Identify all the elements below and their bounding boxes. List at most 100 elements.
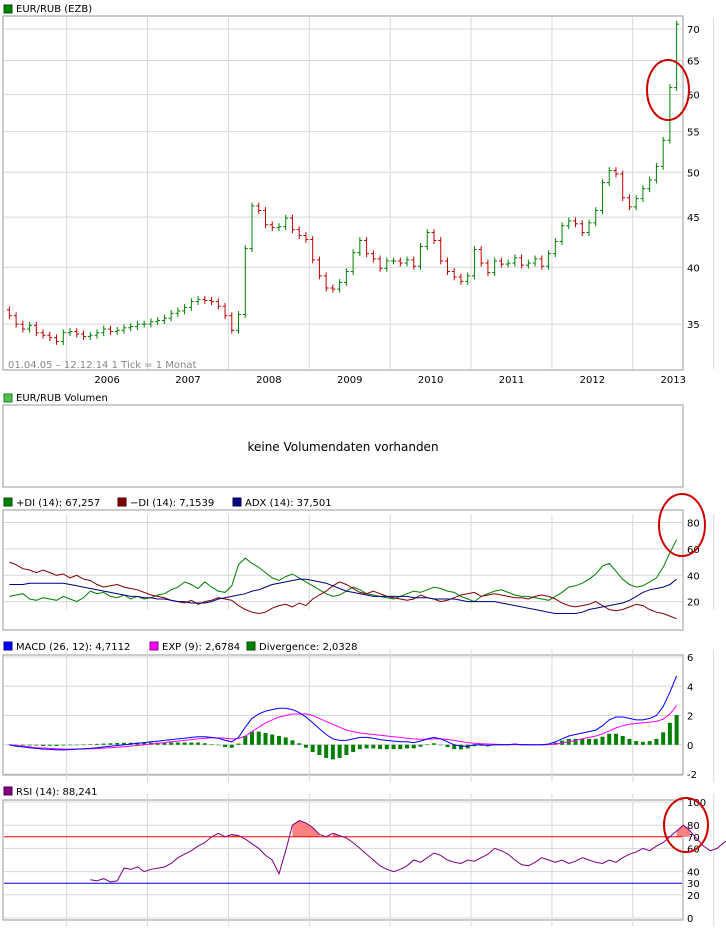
volume-no-data-message: keine Volumendaten vorhanden — [247, 440, 438, 454]
price-x-axis: 200620072008200920102011201220132014 — [94, 375, 686, 386]
divergence-bar — [216, 744, 221, 746]
price-bar — [114, 326, 120, 335]
price-bar — [674, 20, 680, 92]
price-bar — [337, 279, 343, 293]
divergence-bar — [458, 744, 463, 750]
divergence-bar — [391, 744, 396, 750]
divergence-legend-swatch — [246, 641, 256, 651]
divergence-bar — [640, 741, 645, 745]
macd-line — [9, 675, 678, 751]
divergence-bar — [654, 738, 659, 745]
price-bar — [593, 207, 599, 227]
price-y-tick-label: 55 — [687, 128, 700, 139]
divergence-bar — [88, 744, 93, 745]
price-bar — [128, 323, 134, 332]
price-bar — [236, 311, 242, 334]
price-bar — [168, 309, 174, 322]
divergence-legend: Divergence: 2,0328 — [259, 642, 358, 653]
price-bar — [505, 259, 511, 268]
macd-panel: MACD (26, 12): 4,7112 EXP (9): 2,6784 Di… — [2, 641, 715, 782]
divergence-bar — [68, 744, 73, 746]
price-bar — [242, 245, 248, 318]
dmi-y-tick-label: 60 — [687, 545, 700, 556]
price-y-tick-label: 60 — [687, 91, 700, 102]
divergence-bar — [229, 744, 234, 748]
divergence-bar — [303, 744, 308, 748]
price-x-tick-label: 2007 — [175, 375, 200, 386]
price-bar — [323, 272, 329, 292]
divergence-bar — [337, 744, 342, 758]
price-bar — [559, 222, 565, 245]
divergence-bar — [593, 738, 598, 745]
price-bar — [87, 331, 93, 340]
price-bar — [512, 254, 518, 267]
price-bar — [640, 185, 646, 203]
price-bar — [20, 320, 26, 333]
divergence-bar — [330, 744, 335, 760]
volume-panel: EUR/RUB Volumen keine Volumendaten vorha… — [2, 393, 684, 488]
price-bar — [249, 202, 255, 252]
divergence-bar — [236, 743, 241, 745]
divergence-bar — [47, 744, 52, 746]
rsi-legend-swatch — [3, 786, 13, 796]
divergence-bar — [81, 744, 86, 746]
price-bar — [364, 237, 370, 258]
divergence-bar — [620, 735, 625, 745]
rsi-y-tick-label: 80 — [687, 821, 700, 832]
price-bar — [276, 223, 282, 232]
divergence-bar — [667, 722, 672, 745]
price-bar — [289, 214, 295, 234]
plus-di-legend: +DI (14): 67,257 — [16, 498, 100, 509]
divergence-bar — [418, 744, 423, 747]
divergence-bar — [175, 742, 180, 745]
price-bar — [653, 162, 659, 184]
price-bar — [81, 330, 87, 340]
macd-y-tick-label: 6 — [687, 653, 693, 664]
price-bar — [647, 176, 653, 193]
divergence-bar — [34, 744, 39, 746]
divergence-bar — [27, 744, 32, 746]
rsi-y-tick-label: 100 — [687, 798, 706, 809]
annotation-circle-rsi — [663, 797, 709, 853]
macd-legend: MACD (26, 12): 4,7112 — [16, 642, 130, 653]
divergence-bar — [142, 742, 147, 745]
price-x-tick-label: 2009 — [337, 375, 362, 386]
divergence-bar — [101, 743, 106, 745]
divergence-bar — [20, 744, 25, 746]
plus-di-line — [9, 539, 678, 603]
price-bar — [660, 136, 666, 170]
volume-legend-swatch — [3, 393, 13, 403]
price-bar — [384, 257, 390, 272]
macd-y-tick-label: 2 — [687, 712, 693, 723]
price-bar — [525, 259, 531, 269]
divergence-bar — [634, 741, 639, 745]
price-bar — [357, 237, 363, 257]
divergence-bar — [317, 744, 322, 755]
dmi-y-tick-label: 40 — [687, 571, 700, 582]
price-bar — [377, 255, 383, 272]
volume-title: EUR/RUB Volumen — [16, 393, 108, 404]
macd-grid — [4, 649, 715, 782]
divergence-bar — [344, 744, 349, 755]
price-bar — [438, 237, 444, 265]
divergence-bar — [94, 743, 99, 745]
divergence-bar — [115, 742, 120, 745]
divergence-bar — [587, 738, 592, 745]
minus-di-line — [9, 561, 677, 620]
divergence-bar — [425, 744, 430, 745]
divergence-bar — [250, 731, 255, 745]
price-x-tick-label: 2010 — [418, 375, 443, 386]
price-bar — [599, 179, 605, 214]
price-bar — [397, 257, 403, 267]
dmi-panel: +DI (14): 67,257 −DI (14): 7,1539 ADX (1… — [2, 493, 715, 631]
dmi-y-axis: 20 40 60 80 — [687, 519, 700, 609]
price-bar — [620, 170, 626, 202]
rsi-plot-area — [2, 799, 684, 921]
price-bar — [478, 246, 484, 267]
price-bar — [391, 257, 397, 265]
divergence-bar — [580, 738, 585, 745]
divergence-bar — [283, 737, 288, 745]
divergence-bar — [607, 733, 612, 745]
dmi-grid — [4, 514, 715, 610]
rsi-line — [90, 820, 726, 883]
